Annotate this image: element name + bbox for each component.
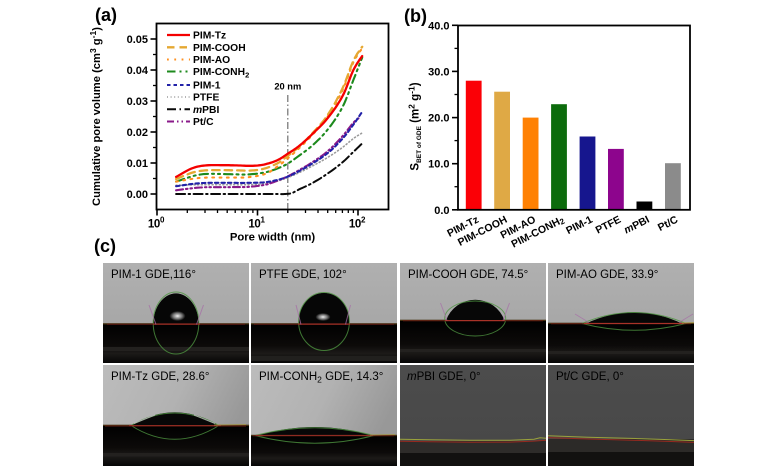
- svg-text:(a): (a): [95, 5, 117, 25]
- svg-text:Pore width (nm): Pore width (nm): [230, 232, 316, 244]
- svg-text:PTFE: PTFE: [193, 93, 219, 104]
- svg-text:mPBI GDE, 0°: mPBI GDE, 0°: [407, 371, 481, 383]
- svg-text:PIM-AO: PIM-AO: [193, 55, 230, 66]
- svg-text:20.0: 20.0: [428, 113, 449, 125]
- svg-text:PIM-1: PIM-1: [193, 81, 221, 92]
- svg-text:(c): (c): [94, 236, 116, 256]
- svg-text:10.0: 10.0: [428, 159, 449, 171]
- svg-text:PTFE GDE, 102°: PTFE GDE, 102°: [259, 269, 347, 281]
- svg-text:PIM-COOH GDE, 74.5°: PIM-COOH GDE, 74.5°: [408, 269, 528, 281]
- svg-text:0.05: 0.05: [127, 34, 148, 46]
- svg-text:(b): (b): [404, 6, 427, 26]
- svg-text:Cumulative pore volume (cm3 g-: Cumulative pore volume (cm3 g-1): [88, 27, 103, 206]
- svg-text:PIM-AO GDE, 33.9°: PIM-AO GDE, 33.9°: [556, 269, 658, 281]
- svg-text:0.03: 0.03: [127, 96, 148, 108]
- svg-text:20 nm: 20 nm: [274, 82, 301, 92]
- svg-text:30.0: 30.0: [428, 66, 449, 78]
- svg-text:PIM-COOH: PIM-COOH: [193, 43, 246, 54]
- svg-text:0.02: 0.02: [127, 127, 148, 139]
- svg-text:Pt/C: Pt/C: [193, 117, 214, 128]
- svg-text:PIM-Tz: PIM-Tz: [193, 31, 226, 42]
- svg-text:40.0: 40.0: [428, 20, 449, 32]
- svg-text:0.04: 0.04: [127, 65, 149, 77]
- svg-text:Pt/C GDE, 0°: Pt/C GDE, 0°: [556, 371, 624, 383]
- svg-text:0.01: 0.01: [127, 158, 148, 170]
- svg-text:PIM-CONH2: PIM-CONH2: [193, 67, 249, 80]
- svg-text:PIM-1 GDE,116°: PIM-1 GDE,116°: [111, 269, 196, 281]
- svg-text:PIM-Tz GDE, 28.6°: PIM-Tz GDE, 28.6°: [111, 371, 210, 383]
- svg-text:PIM-CONH2 GDE, 14.3°: PIM-CONH2 GDE, 14.3°: [259, 371, 383, 385]
- svg-text:mPBI: mPBI: [193, 105, 219, 116]
- svg-text:0.00: 0.00: [127, 189, 148, 201]
- svg-text:0.0: 0.0: [434, 205, 449, 217]
